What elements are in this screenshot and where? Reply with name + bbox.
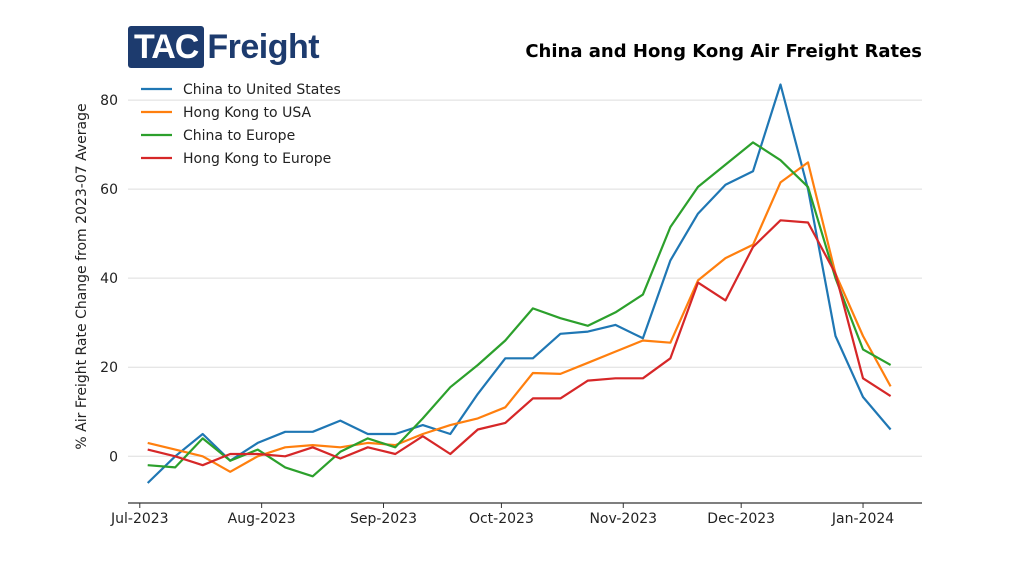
- x-tick-label: Jul-2023: [110, 511, 169, 527]
- y-tick-label: 80: [100, 93, 118, 109]
- series-line-china-to-europe: [147, 141, 892, 478]
- series-line-hong-kong-to-europe: [147, 219, 892, 467]
- legend-label: Hong Kong to Europe: [183, 151, 331, 167]
- legend-label: Hong Kong to USA: [183, 105, 311, 121]
- x-tick-label: Dec-2023: [707, 511, 775, 527]
- x-tick-label: Jan-2024: [831, 511, 894, 527]
- y-tick-label: 0: [109, 449, 118, 465]
- x-tick-label: Aug-2023: [228, 511, 296, 527]
- legend-label: China to United States: [183, 82, 341, 98]
- logo-freight: Freight: [207, 27, 320, 66]
- x-tick-label: Oct-2023: [469, 511, 534, 527]
- chart-title: China and Hong Kong Air Freight Rates: [525, 41, 922, 62]
- y-axis-label: % Air Freight Rate Change from 2023-07 A…: [74, 103, 90, 449]
- x-tick-label: Sep-2023: [350, 511, 417, 527]
- y-tick-label: 20: [100, 360, 118, 376]
- y-tick-label: 60: [100, 182, 118, 198]
- tac-freight-logo: TAC Freight: [128, 26, 320, 68]
- series-line-china-to-united-states: [146, 83, 892, 484]
- legend-label: China to Europe: [183, 128, 295, 144]
- y-tick-label: 40: [100, 271, 118, 287]
- x-tick-label: Nov-2023: [589, 511, 657, 527]
- series-line-hong-kong-to-usa: [147, 161, 892, 473]
- logo-tac: TAC: [128, 26, 205, 68]
